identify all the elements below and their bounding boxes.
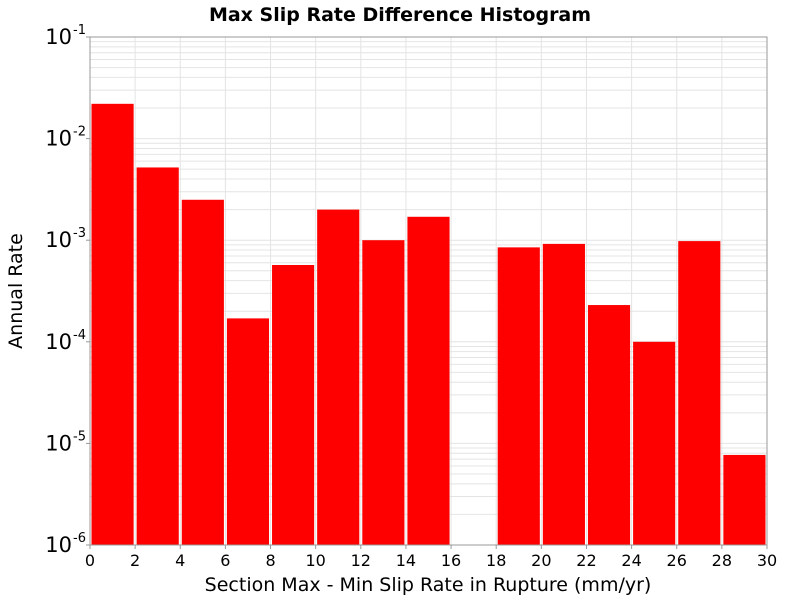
y-tick-exponent: -2 <box>73 125 86 140</box>
x-tick-label: 26 <box>667 551 687 570</box>
x-tick-label: 30 <box>757 551 777 570</box>
y-tick-exponent: -6 <box>73 531 86 546</box>
x-tick-label: 8 <box>265 551 275 570</box>
histogram-bar <box>181 199 224 546</box>
histogram-bar <box>633 341 676 545</box>
y-tick-label: 10 <box>45 533 72 557</box>
y-tick-label: 10 <box>45 330 72 354</box>
x-axis-ticks: 0 2 4 6 8 10 12 14 16 18 20 22 24 26 28 30 <box>85 545 777 570</box>
y-tick-exponent: -5 <box>73 429 86 444</box>
y-tick-label: 10 <box>45 127 72 151</box>
x-tick-label: 18 <box>486 551 506 570</box>
y-tick-exponent: -1 <box>73 23 86 38</box>
histogram-bar <box>587 305 631 545</box>
x-tick-label: 4 <box>175 551 185 570</box>
y-axis-ticks: 10-110-210-310-410-510-6 <box>45 23 90 557</box>
histogram-bar <box>226 318 270 545</box>
y-tick-exponent: -4 <box>73 328 86 343</box>
x-tick-label: 20 <box>531 551 551 570</box>
chart-title: Max Slip Rate Difference Histogram <box>209 4 591 26</box>
histogram-bar <box>678 241 721 545</box>
x-tick-label: 12 <box>351 551 371 570</box>
x-tick-label: 14 <box>396 551 416 570</box>
x-tick-label: 22 <box>576 551 596 570</box>
x-tick-label: 16 <box>441 551 461 570</box>
x-tick-label: 24 <box>621 551 641 570</box>
histogram-bar <box>407 216 450 546</box>
x-tick-label: 2 <box>130 551 140 570</box>
x-tick-label: 28 <box>712 551 732 570</box>
histogram-bar <box>542 243 585 545</box>
y-tick-label: 10 <box>45 25 72 49</box>
x-tick-label: 0 <box>85 551 95 570</box>
histogram-bar <box>136 167 179 546</box>
y-axis-label: Annual Rate <box>5 233 27 349</box>
y-tick-exponent: -3 <box>73 226 86 241</box>
bars <box>91 103 766 546</box>
histogram-bar <box>723 454 766 545</box>
histogram-bar <box>362 240 405 545</box>
histogram-bar <box>317 209 360 545</box>
x-tick-label: 6 <box>220 551 230 570</box>
histogram-bar <box>272 265 315 545</box>
histogram-bar <box>91 103 134 546</box>
x-tick-label: 10 <box>305 551 325 570</box>
plot-frame <box>89 36 768 546</box>
y-tick-label: 10 <box>45 431 72 455</box>
x-axis-label: Section Max - Min Slip Rate in Rupture (… <box>205 574 652 596</box>
histogram-bar <box>497 247 540 545</box>
y-tick-label: 10 <box>45 228 72 252</box>
